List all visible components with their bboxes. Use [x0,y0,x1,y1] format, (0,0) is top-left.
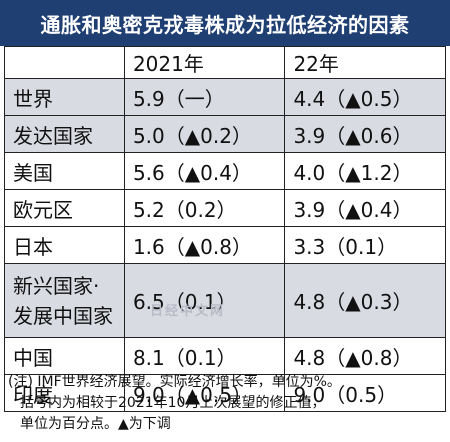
table-row-us: 美国 5.6（▲0.4） 4.0（▲1.2） [4,152,446,190]
table-row-india: 印度 9.0（▲0.5） 9.0（0.5） [4,374,446,412]
value-2021: 1.6（▲0.8） [123,226,286,264]
value-2022: 9.0（0.5） [284,374,446,412]
row-label: 美国 [4,152,125,190]
row-label: 欧元区 [4,189,125,227]
table-row-japan: 日本 1.6（▲0.8） 3.3（0.1） [4,226,446,264]
value-2021: 5.9（一） [123,78,286,116]
row-label: 日本 [4,226,125,264]
value-2022: 4.8（▲0.3） [284,263,446,338]
growth-forecast-table: 2021年 22年 世界 5.9（一） 4.4（▲0.5） 发达国家 5.0（▲… [4,46,446,412]
value-2022: 4.8（▲0.8） [284,337,446,375]
row-label: 中国 [4,337,125,375]
header-label-cell [4,46,125,79]
footnote-line: 括号内为相较于2021年10月上次展望的修正值， [20,395,326,411]
page-title: 通胀和奥密克戎毒株成为拉低经济的因素 [0,0,450,46]
table-row-world: 世界 5.9（一） 4.4（▲0.5） [4,78,446,116]
row-label: 新兴国家· 发展中国家 [4,263,125,338]
value-2021: 5.2（0.2） [123,189,286,227]
value-2021: 5.6（▲0.4） [123,152,286,190]
value-2021: 9.0（▲0.5） [123,374,286,412]
value-2022: 4.4（▲0.5） [284,78,446,116]
header-2022: 22年 [284,46,446,79]
row-label: 印度 [4,374,125,412]
value-2022: 3.9（▲0.4） [284,189,446,227]
table-row-china: 中国 8.1（0.1） 4.8（▲0.8） [4,337,446,375]
table-row-emerging: 新兴国家· 发展中国家 6.5（0.1） 4.8（▲0.3） [4,263,446,338]
header-2021: 2021年 [123,46,286,79]
row-label: 世界 [4,78,125,116]
watermark: 日经中文网 [150,304,226,319]
footnote-line: (注) IMF世界经济展望。实际经济增长率，单位为%。 [8,374,341,390]
value-2022: 4.0（▲1.2） [284,152,446,190]
table-header-row: 2021年 22年 [4,46,446,79]
table-row-developed: 发达国家 5.0（▲0.2） 3.9（▲0.6） [4,115,446,153]
value-2022: 3.3（0.1） [284,226,446,264]
footnotes: (注) IMF世界经济展望。实际经济增长率，单位为%。 括号内为相较于2021年… [8,372,444,435]
value-2021: 5.0（▲0.2） [123,115,286,153]
row-label-line1: 新兴国家· [13,273,100,298]
value-2021: 8.1（0.1） [123,337,286,375]
footnote-line: 单位为百分点。▲为下调 [20,416,171,432]
table-row-eurozone: 欧元区 5.2（0.2） 3.9（▲0.4） [4,189,446,227]
value-2022: 3.9（▲0.6） [284,115,446,153]
value-2021: 6.5（0.1） [123,263,286,338]
row-label: 发达国家 [4,115,125,153]
row-label-line2: 发展中国家 [13,303,113,328]
